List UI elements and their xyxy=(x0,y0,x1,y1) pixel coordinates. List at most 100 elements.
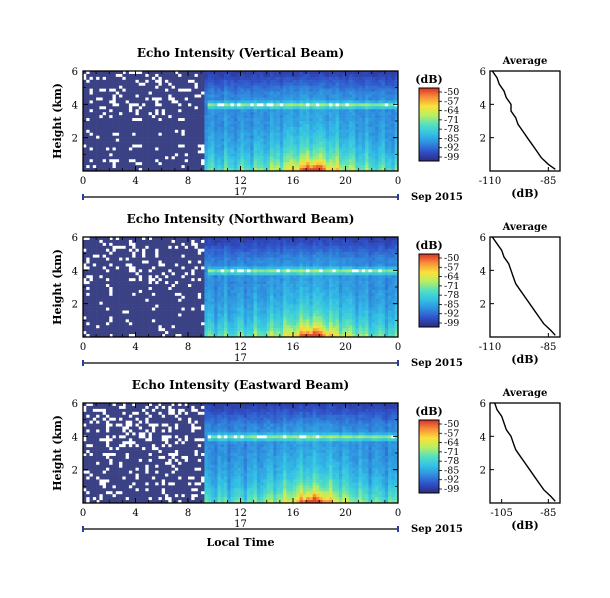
profile-x-tick-label: -110 xyxy=(479,176,501,187)
month-label: Sep 2015 xyxy=(411,358,463,369)
x-axis-label: Local Time xyxy=(207,536,275,549)
y-tick-label: 4 xyxy=(72,266,78,277)
colorbar xyxy=(418,87,440,162)
profile-y-tick-label: 4 xyxy=(480,266,486,277)
colorbar-tick-label: -71 xyxy=(444,115,459,126)
profile-y-tick-label: 6 xyxy=(480,67,486,78)
colorbar-tick-label: -57 xyxy=(444,262,459,273)
profile-x-tick-label: -85 xyxy=(540,342,556,353)
profile-y-tick-label: 6 xyxy=(480,399,486,410)
colorbar-tick-label: -78 xyxy=(444,124,459,135)
profile-line xyxy=(494,402,556,502)
y-axis-label: Height (km) xyxy=(51,83,64,159)
profile-x-tick-label: -85 xyxy=(540,176,556,187)
x-tick-label: 4 xyxy=(132,508,138,519)
date-label: 17 xyxy=(234,519,247,530)
y-tick-label: 2 xyxy=(72,466,78,477)
colorbar xyxy=(418,253,440,328)
colorbar-tick-label: -85 xyxy=(444,133,459,144)
colorbar-unit: (dB) xyxy=(415,73,442,86)
y-tick-label: 4 xyxy=(72,100,78,111)
panel-1: Echo Intensity (Vertical Beam) 0 4 8 12 16 20 0… xyxy=(51,46,561,203)
profile-line xyxy=(491,236,556,336)
colorbar-tick-label: -71 xyxy=(444,447,459,458)
profile-x-label: (dB) xyxy=(511,519,538,532)
colorbar-tick-label: -92 xyxy=(444,309,459,320)
month-label: Sep 2015 xyxy=(411,192,463,203)
x-tick-label: 12 xyxy=(234,508,247,519)
x-tick-label: 8 xyxy=(185,176,191,187)
x-tick-label: 16 xyxy=(287,508,300,519)
panel-3: Echo Intensity (Eastward Beam) 0 4 8 12 16 20 0… xyxy=(51,378,561,549)
colorbar-tick-label: -64 xyxy=(444,106,459,117)
profile-x-label: (dB) xyxy=(511,187,538,200)
colorbar-tick-label: -85 xyxy=(444,299,459,310)
profile-y-tick-label: 2 xyxy=(480,300,486,311)
y-axis-label: Height (km) xyxy=(51,249,64,325)
colorbar-tick-label: -50 xyxy=(444,87,459,98)
panel-title: Echo Intensity (Eastward Beam) xyxy=(132,378,349,392)
heatmap xyxy=(83,71,399,172)
profile-x-tick-label: -110 xyxy=(479,342,501,353)
profile-x-label: (dB) xyxy=(511,353,538,366)
profile-y-tick-label: 2 xyxy=(480,466,486,477)
y-tick-label: 6 xyxy=(72,399,78,410)
profile-x-tick-label: -85 xyxy=(540,508,556,519)
colorbar-tick-label: -64 xyxy=(444,438,459,449)
colorbar-tick-label: -99 xyxy=(444,484,459,495)
date-label: 17 xyxy=(234,353,247,364)
x-tick-label: 20 xyxy=(339,342,352,353)
heatmap xyxy=(83,237,399,338)
colorbar-tick-label: -85 xyxy=(444,465,459,476)
colorbar-tick-label: -64 xyxy=(444,272,459,283)
profile-line xyxy=(491,70,556,170)
colorbar-tick-label: -78 xyxy=(444,290,459,301)
profile-x-tick-label: -105 xyxy=(490,508,512,519)
profile-y-tick-label: 2 xyxy=(480,134,486,145)
x-tick-label: 0 xyxy=(80,176,86,187)
y-tick-label: 6 xyxy=(72,233,78,244)
colorbar-tick-label: -57 xyxy=(444,428,459,439)
date-label: 17 xyxy=(234,187,247,198)
profile-title: Average xyxy=(502,56,548,67)
x-tick-label: 20 xyxy=(339,508,352,519)
colorbar-unit: (dB) xyxy=(415,405,442,418)
x-tick-label: 12 xyxy=(234,176,247,187)
y-tick-label: 2 xyxy=(72,300,78,311)
x-tick-label: 8 xyxy=(185,342,191,353)
profile-frame xyxy=(489,236,561,338)
heatmap xyxy=(83,403,399,504)
colorbar-tick-label: -78 xyxy=(444,456,459,467)
colorbar-tick-label: -50 xyxy=(444,253,459,264)
profile-y-tick-label: 6 xyxy=(480,233,486,244)
panel-2: Echo Intensity (Northward Beam)0 4 8 12 16 20… xyxy=(51,212,561,369)
x-tick-label: 0 xyxy=(80,508,86,519)
x-tick-label: 20 xyxy=(339,176,352,187)
profile-frame xyxy=(489,402,561,504)
y-axis-label: Height (km) xyxy=(51,415,64,491)
x-tick-label: 0 xyxy=(80,342,86,353)
x-tick-label: 4 xyxy=(132,176,138,187)
colorbar-tick-label: -99 xyxy=(444,318,459,329)
x-tick-label: 0 xyxy=(395,508,401,519)
colorbar-tick-label: -92 xyxy=(444,475,459,486)
colorbar-tick-label: -50 xyxy=(444,419,459,430)
x-tick-label: 4 xyxy=(132,342,138,353)
panel-title: Echo Intensity (Northward Beam) xyxy=(127,212,355,226)
colorbar-tick-label: -99 xyxy=(444,152,459,163)
profile-y-tick-label: 4 xyxy=(480,432,486,443)
profile-title: Average xyxy=(502,388,548,399)
x-tick-label: 0 xyxy=(395,342,401,353)
x-tick-label: 0 xyxy=(395,176,401,187)
x-tick-label: 8 xyxy=(185,508,191,519)
colorbar xyxy=(418,419,440,494)
profile-title: Average xyxy=(502,222,548,233)
panel-title: Echo Intensity (Vertical Beam) xyxy=(137,46,344,60)
y-tick-label: 6 xyxy=(72,67,78,78)
colorbar-tick-label: -92 xyxy=(444,143,459,154)
x-tick-label: 12 xyxy=(234,342,247,353)
x-tick-label: 16 xyxy=(287,342,300,353)
profile-y-tick-label: 4 xyxy=(480,100,486,111)
colorbar-tick-label: -57 xyxy=(444,96,459,107)
